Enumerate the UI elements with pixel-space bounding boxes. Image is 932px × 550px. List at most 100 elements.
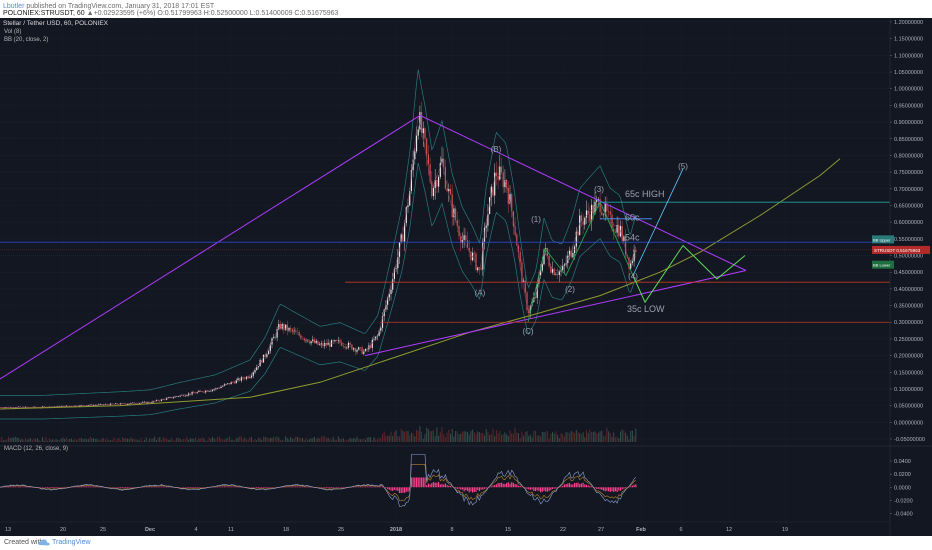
volume-bar	[385, 435, 387, 442]
volume-bar	[183, 439, 185, 442]
macd-histogram-bar	[509, 483, 511, 488]
macd-histogram-bar	[619, 487, 622, 491]
macd-histogram-bar	[21, 486, 23, 488]
chart-area[interactable]: (B) (A) (C) (1) (2) (3) (4) (5) 65c HIGH 60c 54c 35…	[0, 18, 932, 536]
candle-body	[177, 396, 180, 398]
macd-histogram-bar	[50, 487, 52, 489]
volume-bar	[512, 433, 514, 442]
macd-histogram-bar	[223, 486, 225, 488]
macd-histogram-bar	[269, 487, 271, 488]
macd-histogram-bar	[580, 483, 582, 488]
macd-histogram-bar	[567, 483, 569, 488]
candle-body	[210, 390, 212, 392]
candle-body	[570, 250, 572, 258]
candle-body	[621, 226, 623, 241]
candle-body	[487, 214, 489, 226]
candle-body	[543, 249, 545, 265]
macd-legend[interactable]: MACD (12, 26, close, 9)	[4, 446, 69, 452]
candle-body	[349, 342, 351, 345]
author-link[interactable]: Lbutler	[3, 3, 25, 10]
macd-histogram-bar	[11, 486, 13, 488]
volume-bar	[334, 439, 336, 442]
volume-bar	[414, 436, 416, 442]
volume-bar	[64, 439, 66, 442]
volume-bar	[70, 438, 72, 442]
macd-histogram-bar	[23, 486, 25, 488]
candle-body	[417, 129, 419, 136]
volume-bar	[91, 438, 93, 442]
candle-body	[473, 252, 475, 254]
volume-bar	[444, 437, 446, 442]
macd-histogram-bar	[115, 487, 117, 488]
volume-bar	[186, 437, 188, 442]
time-tick-label: 20	[60, 527, 66, 533]
last-price-label: STRUSDT 0.51675963	[874, 248, 921, 253]
volume-bar	[147, 440, 149, 442]
candle-body	[295, 330, 297, 332]
candle-body	[489, 197, 491, 215]
volume-bar	[130, 437, 132, 442]
volume-bar	[484, 435, 485, 442]
candle-body	[167, 397, 169, 399]
macd-histogram-bar	[599, 487, 601, 490]
price-tick-label: 0.35000000	[894, 304, 923, 310]
volume-bar	[404, 431, 406, 442]
volume-bar	[200, 438, 202, 442]
macd-histogram-bar	[546, 487, 548, 492]
candle-body	[347, 342, 350, 348]
price-tick-label: 0.10000000	[894, 387, 923, 393]
macd-histogram-bar	[470, 487, 472, 492]
macd-histogram-bar	[438, 481, 440, 488]
macd-histogram-bar	[381, 486, 384, 488]
volume-bar	[291, 438, 293, 442]
wave-label: (3)	[594, 185, 604, 194]
volume-bar	[11, 437, 13, 442]
tradingview-brand[interactable]: TradingView	[52, 539, 91, 546]
bb-lower-line	[0, 163, 637, 420]
volume-bar	[565, 432, 567, 442]
volume-bar	[422, 438, 424, 442]
volume-bar	[142, 440, 144, 442]
volume-bar	[416, 429, 417, 442]
candle-body	[87, 405, 89, 406]
vol-legend[interactable]: Vol (8)	[4, 29, 22, 35]
volume-bar	[448, 429, 450, 442]
candle-body	[602, 214, 605, 216]
candle-body	[172, 397, 174, 399]
volume-bar	[455, 431, 457, 442]
candle-body	[373, 339, 375, 341]
volume-bar	[293, 438, 295, 442]
volume-bar	[127, 438, 128, 442]
volume-bar	[456, 431, 458, 442]
volume-bar	[353, 438, 355, 442]
volume-bar	[332, 436, 334, 442]
price-chart[interactable]: (B) (A) (C) (1) (2) (3) (4) (5) 65c HIGH 60c 54c 35…	[0, 18, 932, 536]
macd-histogram-bar	[524, 487, 526, 488]
volume-bar	[274, 437, 276, 442]
volume-bar	[492, 428, 494, 442]
macd-histogram-bar	[478, 487, 480, 492]
candle-body	[307, 339, 309, 342]
macd-histogram-bar	[613, 487, 615, 492]
volume-bar	[410, 432, 412, 442]
candle-body	[630, 262, 632, 269]
candle-body	[159, 400, 161, 402]
volume-bar	[366, 437, 368, 442]
bb-legend[interactable]: BB (20, close, 2)	[4, 37, 49, 43]
candle-body	[500, 166, 503, 173]
macd-histogram-bar	[446, 485, 448, 488]
volume-bar	[35, 439, 37, 442]
candle-body	[424, 128, 426, 139]
candle-body	[283, 324, 285, 330]
volume-bar	[405, 431, 407, 442]
candle-body	[225, 383, 227, 385]
volume-bar	[169, 439, 171, 442]
macd-histogram-bar	[630, 486, 632, 488]
volume-bar	[548, 438, 550, 442]
candle-body	[135, 403, 137, 405]
volume-bar	[446, 432, 448, 442]
macd-histogram-bar	[339, 487, 341, 488]
volume-bar	[438, 435, 440, 442]
volume-bar	[587, 433, 589, 442]
volume-bar	[8, 436, 9, 442]
